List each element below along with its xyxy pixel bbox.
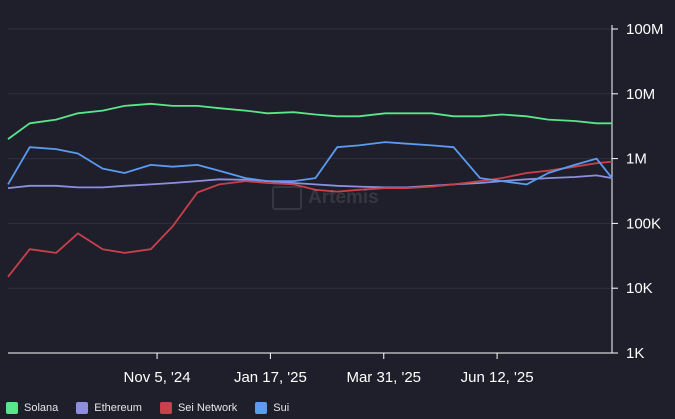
legend-swatch <box>6 402 18 414</box>
y-tick-label: 100M <box>626 21 664 38</box>
series-line-ethereum <box>7 174 613 189</box>
legend-item-solana[interactable]: Solana <box>6 402 58 414</box>
legend-label: Sei Network <box>177 402 238 414</box>
x-tick-label: Jan 17, '25 <box>234 369 307 386</box>
y-tick-label: 10M <box>626 86 655 103</box>
y-tick-label: 1K <box>626 345 644 362</box>
watermark-logo-icon <box>272 186 302 210</box>
series-line-sui <box>7 141 613 186</box>
legend-label: Sui <box>273 402 290 414</box>
legend: Solana Ethereum Sei Network Sui <box>6 400 289 416</box>
watermark-text: Artemis <box>308 187 379 208</box>
legend-item-sei-network[interactable]: Sei Network <box>159 402 238 414</box>
legend-label: Solana <box>24 402 59 414</box>
legend-item-sui[interactable]: Sui <box>255 402 289 414</box>
legend-swatch <box>159 402 172 414</box>
series-lines <box>7 102 613 278</box>
legend-swatch <box>76 402 89 414</box>
series-line-sei-network <box>7 160 613 278</box>
x-tick-label: Jun 12, '25 <box>461 369 534 386</box>
y-tick-label: 1M <box>626 151 647 168</box>
x-tick-label: Mar 31, '25 <box>346 369 421 386</box>
x-tick-label: Nov 5, '24 <box>124 369 191 386</box>
y-tick-label: 100K <box>626 215 661 232</box>
legend-swatch <box>255 402 268 414</box>
series-line-solana <box>7 102 612 140</box>
tick-labels: 100M 10M 1M 100K 10K 1K Nov 5, '24 Jan 17, '25 M… <box>124 21 664 386</box>
watermark: Artemis <box>272 186 379 210</box>
legend-item-ethereum[interactable]: Ethereum <box>76 402 142 414</box>
legend-label: Ethereum <box>94 402 142 414</box>
y-tick-label: 10K <box>626 280 653 297</box>
axes <box>8 25 618 359</box>
